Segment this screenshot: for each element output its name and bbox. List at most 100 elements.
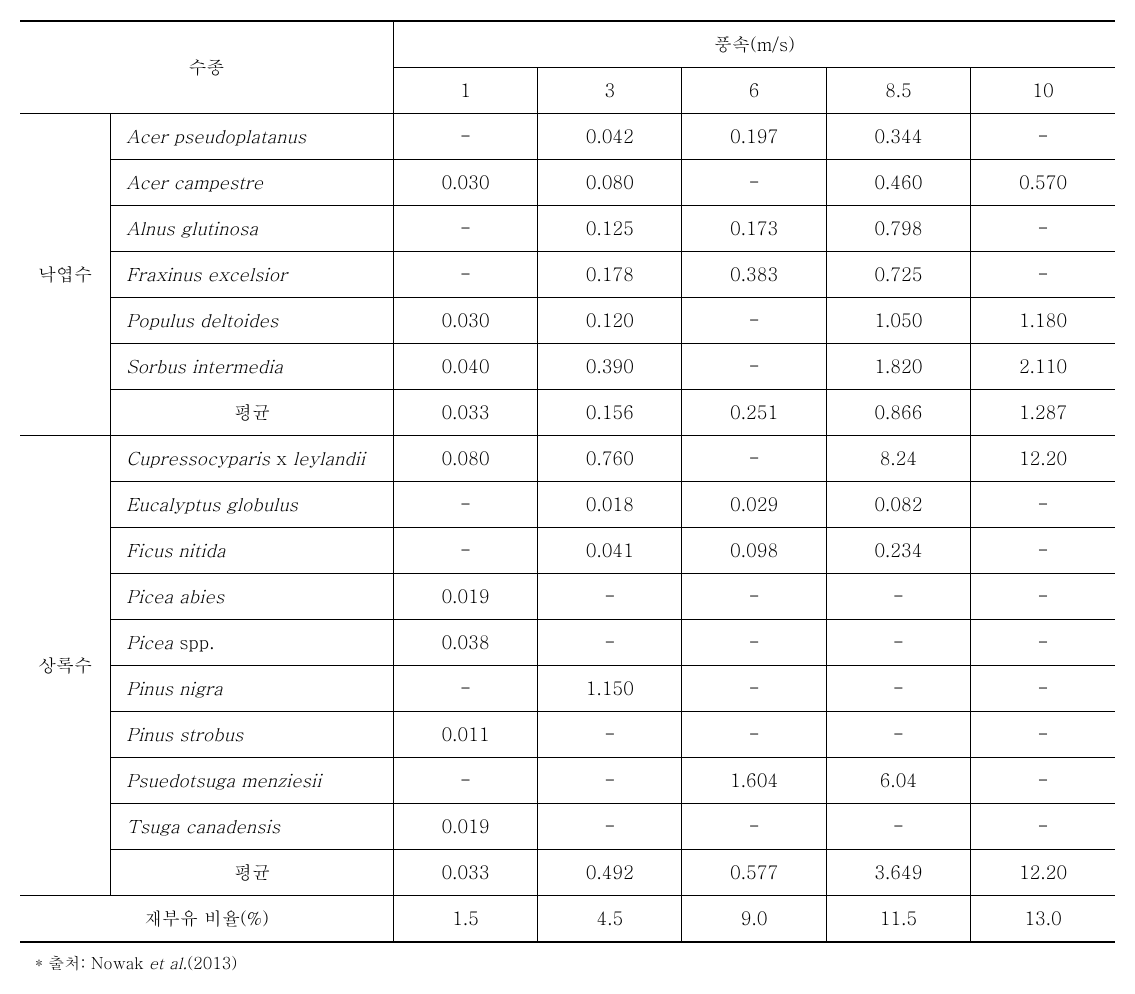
- data-cell: -: [682, 574, 826, 620]
- table-row-average: 평균 0.033 0.156 0.251 0.866 1.287: [20, 390, 1115, 436]
- data-cell: 1.287: [971, 390, 1115, 436]
- data-cell: 0.344: [826, 114, 970, 160]
- data-cell: 0.120: [538, 298, 682, 344]
- data-cell: 0.251: [682, 390, 826, 436]
- data-cell: 0.033: [393, 850, 537, 896]
- data-cell: -: [682, 436, 826, 482]
- resuspension-label: 재부유 비율(%): [20, 896, 393, 943]
- table-row: Alnus glutinosa - 0.125 0.173 0.798 -: [20, 206, 1115, 252]
- data-cell: 0.760: [538, 436, 682, 482]
- data-cell: -: [971, 114, 1115, 160]
- data-cell: 12.20: [971, 436, 1115, 482]
- data-cell: -: [826, 712, 970, 758]
- table-row: Populus deltoides 0.030 0.120 - 1.050 1.…: [20, 298, 1115, 344]
- data-table: 수종 풍속(m/s) 1 3 6 8.5 10 낙엽수 Acer pseudop…: [20, 20, 1115, 943]
- data-cell: -: [682, 620, 826, 666]
- table-row: Fraxinus excelsior - 0.178 0.383 0.725 -: [20, 252, 1115, 298]
- data-cell: 0.570: [971, 160, 1115, 206]
- data-cell: -: [971, 528, 1115, 574]
- category-evergreen: 상록수: [20, 436, 111, 896]
- data-cell: 11.5: [826, 896, 970, 943]
- data-cell: -: [971, 206, 1115, 252]
- data-cell: 4.5: [538, 896, 682, 943]
- data-cell: -: [393, 206, 537, 252]
- species-cell: Pinus strobus: [111, 712, 394, 758]
- header-windspeed: 풍속(m/s): [393, 21, 1115, 68]
- table-row-average: 평균 0.033 0.492 0.577 3.649 12.20: [20, 850, 1115, 896]
- table-row: Tsuga canadensis 0.019 - - - -: [20, 804, 1115, 850]
- species-cell: Eucalyptus globulus: [111, 482, 394, 528]
- average-label: 평균: [111, 850, 394, 896]
- data-cell: 0.082: [826, 482, 970, 528]
- data-cell: -: [971, 252, 1115, 298]
- species-cell: Alnus glutinosa: [111, 206, 394, 252]
- data-cell: 0.460: [826, 160, 970, 206]
- data-cell: 12.20: [971, 850, 1115, 896]
- data-cell: 8.24: [826, 436, 970, 482]
- data-cell: 0.030: [393, 298, 537, 344]
- data-cell: -: [682, 344, 826, 390]
- data-cell: 1.604: [682, 758, 826, 804]
- header-wind-10: 10: [971, 68, 1115, 114]
- table-row: 상록수 Cupressocyparis x leylandii 0.080 0.…: [20, 436, 1115, 482]
- data-cell: 0.156: [538, 390, 682, 436]
- species-cell: Acer pseudoplatanus: [111, 114, 394, 160]
- data-cell: 0.038: [393, 620, 537, 666]
- data-cell: -: [971, 574, 1115, 620]
- table-row: Ficus nitida - 0.041 0.098 0.234 -: [20, 528, 1115, 574]
- header-species: 수종: [20, 21, 393, 114]
- data-cell: -: [682, 666, 826, 712]
- header-wind-85: 8.5: [826, 68, 970, 114]
- species-cell: Acer campestre: [111, 160, 394, 206]
- data-cell: 1.820: [826, 344, 970, 390]
- data-cell: 0.390: [538, 344, 682, 390]
- data-cell: 0.798: [826, 206, 970, 252]
- data-cell: 0.098: [682, 528, 826, 574]
- data-cell: -: [538, 712, 682, 758]
- table-row: Eucalyptus globulus - 0.018 0.029 0.082 …: [20, 482, 1115, 528]
- data-cell: -: [538, 758, 682, 804]
- data-cell: -: [682, 298, 826, 344]
- data-cell: -: [393, 528, 537, 574]
- species-cell: Fraxinus excelsior: [111, 252, 394, 298]
- data-cell: -: [393, 114, 537, 160]
- table-row-resuspension: 재부유 비율(%) 1.5 4.5 9.0 11.5 13.0: [20, 896, 1115, 943]
- data-cell: -: [393, 482, 537, 528]
- table-row: Psuedotsuga menziesii - - 1.604 6.04 -: [20, 758, 1115, 804]
- table-row: Pinus strobus 0.011 - - - -: [20, 712, 1115, 758]
- data-cell: -: [826, 620, 970, 666]
- data-cell: -: [393, 252, 537, 298]
- data-cell: 9.0: [682, 896, 826, 943]
- species-cell: Ficus nitida: [111, 528, 394, 574]
- data-cell: -: [971, 712, 1115, 758]
- data-cell: -: [682, 160, 826, 206]
- data-cell: 0.866: [826, 390, 970, 436]
- table-row: 낙엽수 Acer pseudoplatanus - 0.042 0.197 0.…: [20, 114, 1115, 160]
- data-cell: 6.04: [826, 758, 970, 804]
- data-cell: -: [682, 804, 826, 850]
- data-cell: 0.080: [393, 436, 537, 482]
- species-cell: Pinus nigra: [111, 666, 394, 712]
- data-cell: -: [538, 804, 682, 850]
- species-cell: Sorbus intermedia: [111, 344, 394, 390]
- data-cell: 2.110: [971, 344, 1115, 390]
- data-cell: 1.5: [393, 896, 537, 943]
- average-label: 평균: [111, 390, 394, 436]
- species-cell: Picea abies: [111, 574, 394, 620]
- table-row: Picea abies 0.019 - - - -: [20, 574, 1115, 620]
- data-cell: -: [538, 574, 682, 620]
- data-cell: 3.649: [826, 850, 970, 896]
- data-cell: -: [393, 666, 537, 712]
- header-wind-3: 3: [538, 68, 682, 114]
- data-cell: 0.042: [538, 114, 682, 160]
- data-cell: 0.234: [826, 528, 970, 574]
- data-cell: -: [826, 574, 970, 620]
- data-cell: -: [971, 758, 1115, 804]
- data-cell: 0.492: [538, 850, 682, 896]
- data-cell: -: [971, 620, 1115, 666]
- data-cell: 0.018: [538, 482, 682, 528]
- data-cell: -: [826, 804, 970, 850]
- data-cell: 0.030: [393, 160, 537, 206]
- data-cell: 1.050: [826, 298, 970, 344]
- table-row: Sorbus intermedia 0.040 0.390 - 1.820 2.…: [20, 344, 1115, 390]
